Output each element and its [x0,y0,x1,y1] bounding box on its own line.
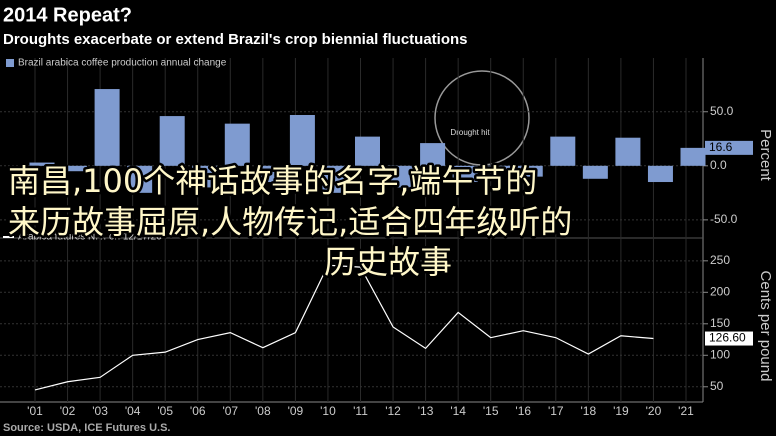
bar [420,143,446,166]
x-tick-label: '03 [92,404,108,418]
y-tick-label: 150 [710,316,730,330]
bar [224,123,250,166]
caption-line: 历史故事 [324,243,452,281]
x-tick-label: '15 [483,404,499,418]
x-tick-label: '18 [581,404,597,418]
y-tick-label: -50.0 [710,212,738,226]
annotation-circle [434,70,530,166]
chart-subtitle: Droughts exacerbate or extend Brazil's c… [3,31,468,48]
y-tick-label: 200 [710,284,730,298]
legend-swatch [6,59,14,67]
value-label-box [705,140,753,155]
x-tick-label: '04 [125,404,141,418]
y-tick-label: 250 [710,253,730,267]
value-label: 16.6 [709,140,733,154]
y-tick-label: 50 [710,379,724,393]
x-tick-label: '09 [288,404,304,418]
bar [159,116,185,166]
x-tick-label: '08 [255,404,271,418]
x-tick-label: '19 [613,404,629,418]
line [34,264,654,391]
y-axis-label: Cents per pound [757,271,774,382]
legend-label: Brazil arabica coffee production annual … [18,58,227,69]
x-tick-label: '20 [646,404,662,418]
legend-label: Arabica futures N.Y. on 12/17/20 [18,232,162,243]
bar [485,165,511,172]
x-tick-label: '14 [450,404,466,418]
caption-line: 来历故事屈原,人物传记,适合四年级听的 [8,203,572,241]
bar [289,115,315,166]
x-tick-label: '07 [222,404,238,418]
bar [550,136,576,166]
y-tick-label: 100 [710,347,730,361]
bar [615,137,641,166]
bar [680,147,706,166]
bar [647,165,673,183]
bar [517,165,543,177]
bar [387,165,413,188]
annotation: Drought hit [450,128,490,137]
x-tick-label: '12 [385,404,401,418]
x-tick-label: '06 [190,404,206,418]
y-tick-label: 50.0 [710,104,734,118]
bar [94,89,120,166]
x-tick-label: '01 [27,404,43,418]
source: Source: USDA, ICE Futures U.S. [3,422,170,434]
bar [452,165,478,183]
bar [257,165,283,183]
x-tick-label: '21 [678,404,694,418]
x-tick-label: '13 [418,404,434,418]
x-tick-label: '17 [548,404,564,418]
bar [192,165,218,188]
x-tick-label: '05 [157,404,173,418]
bar [127,165,153,193]
x-tick-label: '02 [60,404,76,418]
bar [355,136,380,166]
overlay-caption: 南昌,100个神话故事的名字,端午节的来历故事屈原,人物传记,适合四年级听的历史… [6,160,575,284]
value-label-box [705,331,753,346]
y-tick-label: 0.0 [710,158,727,172]
bar [62,165,88,172]
caption-line: 南昌,100个神话故事的名字,端午节的 [8,162,537,200]
x-tick-label: '11 [353,404,368,418]
bar [582,165,608,179]
y-axis-label: Percent [757,129,774,182]
chart-title: 2014 Repeat? [3,4,132,26]
x-tick-label: '16 [515,404,531,418]
x-tick-label: '10 [320,404,336,418]
bar [322,165,348,193]
bar [29,162,55,166]
value-label: 126.60 [709,331,746,345]
